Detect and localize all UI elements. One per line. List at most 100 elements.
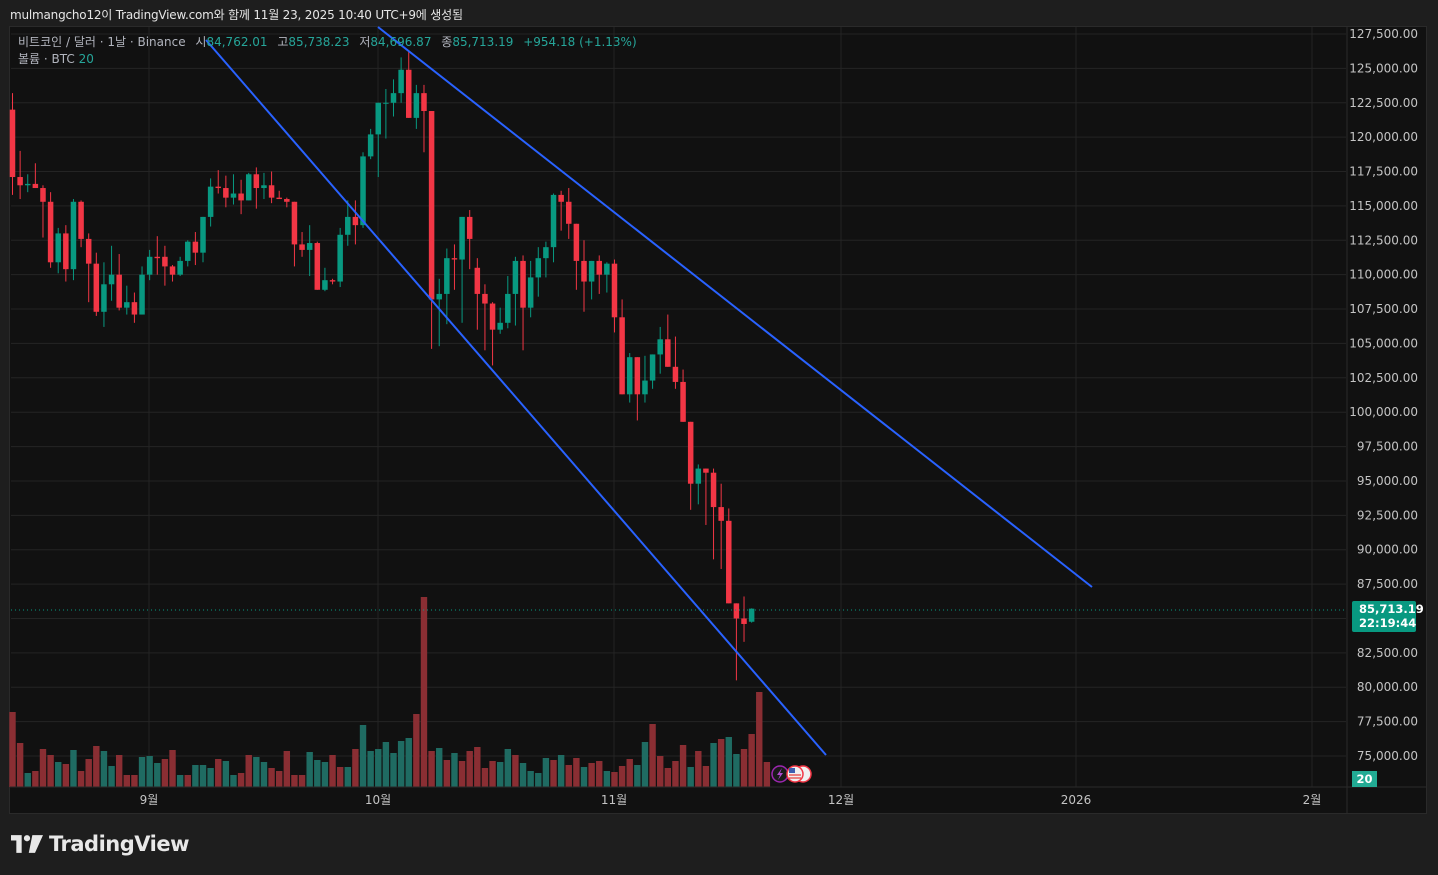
candle-body (322, 280, 328, 290)
volume-bar (306, 752, 313, 787)
candle-body (505, 293, 511, 323)
candle-body (375, 102, 382, 135)
candle-body (550, 194, 557, 248)
volume-bar (611, 772, 618, 787)
bar-countdown: 22:19:44 (1359, 616, 1417, 630)
candle-body (566, 201, 572, 224)
chart-frame[interactable] (9, 26, 1427, 814)
volume-bar (580, 767, 588, 787)
price-tick-label: 110,000.00 (1349, 268, 1418, 282)
volume-bar (649, 724, 656, 787)
candle-body (47, 201, 54, 263)
candle-body (17, 177, 23, 186)
tradingview-logo[interactable]: TradingView (11, 832, 189, 856)
symbol-description[interactable]: 비트코인 / 달러 · 1날 · Binance (18, 35, 186, 49)
close-value: 85,713.19 (452, 35, 514, 49)
volume-bar (176, 775, 184, 787)
candle-body (124, 302, 130, 308)
volume-bar (100, 751, 108, 787)
volume-bar (215, 759, 222, 787)
price-tick-label: 90,000.00 (1357, 543, 1418, 557)
candle-body (230, 193, 237, 198)
volume-bar (291, 775, 298, 787)
volume-bar (664, 768, 672, 787)
volume-bar (161, 759, 169, 787)
event-markers[interactable] (771, 765, 812, 783)
time-tick-label: 12월 (828, 793, 854, 807)
volume-bar (618, 766, 626, 787)
price-tick-label: 107,500.00 (1349, 302, 1418, 316)
candle-body (581, 260, 587, 282)
volume-bar (70, 750, 77, 787)
price-tick-label: 82,500.00 (1357, 646, 1418, 660)
price-tick-label: 97,500.00 (1357, 440, 1418, 454)
volume-bar (359, 725, 367, 787)
price-tick-label: 115,000.00 (1349, 199, 1418, 213)
candle-body (261, 185, 267, 189)
us-flag-canton (789, 768, 795, 773)
volume-bar (24, 773, 31, 787)
candle-body (535, 258, 542, 278)
last-price-tag: 85,713.19 22:19:44 (1352, 601, 1424, 632)
candle-body (642, 380, 648, 395)
price-tick-label: 125,000.00 (1349, 61, 1418, 75)
candle-body (291, 201, 298, 245)
candle-body (9, 109, 16, 178)
volume-bar (146, 756, 153, 787)
volume-bar (276, 771, 283, 787)
volume-bar (420, 597, 428, 787)
volume-bar (740, 749, 748, 787)
volume-bar (367, 751, 374, 787)
price-tick-label: 105,000.00 (1349, 336, 1418, 350)
volume-bar (710, 743, 717, 787)
volume-bar (626, 759, 633, 787)
volume-bar (565, 765, 572, 787)
candle-body (299, 244, 305, 250)
candlesticks (9, 51, 755, 681)
candle-body (733, 603, 740, 619)
price-tick-label: 117,500.00 (1349, 165, 1418, 179)
time-axis[interactable]: 9월 10월 11월 12월 2026 2월 (140, 793, 1322, 807)
candle-body (672, 366, 679, 382)
candle-body (588, 260, 595, 282)
candle-body (268, 185, 275, 198)
candle-body (78, 201, 84, 239)
volume-bar (260, 762, 268, 787)
volume-bar (329, 755, 336, 787)
volume-bar (695, 751, 702, 787)
candle-body (573, 223, 580, 261)
price-tick-label: 100,000.00 (1349, 405, 1418, 419)
volume-bar (657, 756, 664, 787)
candle-body (352, 216, 359, 226)
change-value: +954.18 (+1.13%) (523, 35, 637, 49)
candle-body (626, 357, 633, 395)
volume-bar (679, 745, 687, 787)
volume-bar (9, 712, 16, 787)
legend-volume[interactable]: 볼륨 · BTC 20 (18, 51, 637, 68)
volume-bar (192, 765, 199, 787)
volume-label: 볼륨 · BTC (18, 52, 75, 66)
legend-main-series[interactable]: 비트코인 / 달러 · 1날 · Binance 시84,762.01 고85,… (18, 34, 637, 51)
candle-body (169, 266, 176, 275)
candle-body (238, 193, 244, 201)
volume-tag: 20 (1352, 771, 1377, 787)
volume-bar (481, 768, 489, 787)
candle-body (703, 468, 709, 473)
upper-channel-trendline[interactable] (377, 26, 1093, 588)
candle-body (741, 618, 747, 624)
volume-bar (138, 757, 146, 787)
high-value: 85,738.23 (288, 35, 350, 49)
volume-bar (496, 762, 504, 787)
trendlines[interactable] (205, 26, 1093, 756)
lower-channel-trendline[interactable] (205, 39, 827, 756)
volume-bar (237, 773, 245, 787)
candle-body (139, 274, 145, 315)
volume-bar (474, 747, 481, 787)
candle-body (665, 339, 671, 367)
price-axis[interactable]: 127,500.00 125,000.00 122,500.00 120,000.00… (1349, 27, 1418, 763)
volume-bar (108, 766, 115, 787)
candle-body (619, 317, 625, 395)
volume-bar (169, 750, 176, 787)
time-tick-label: 2026 (1061, 793, 1092, 807)
